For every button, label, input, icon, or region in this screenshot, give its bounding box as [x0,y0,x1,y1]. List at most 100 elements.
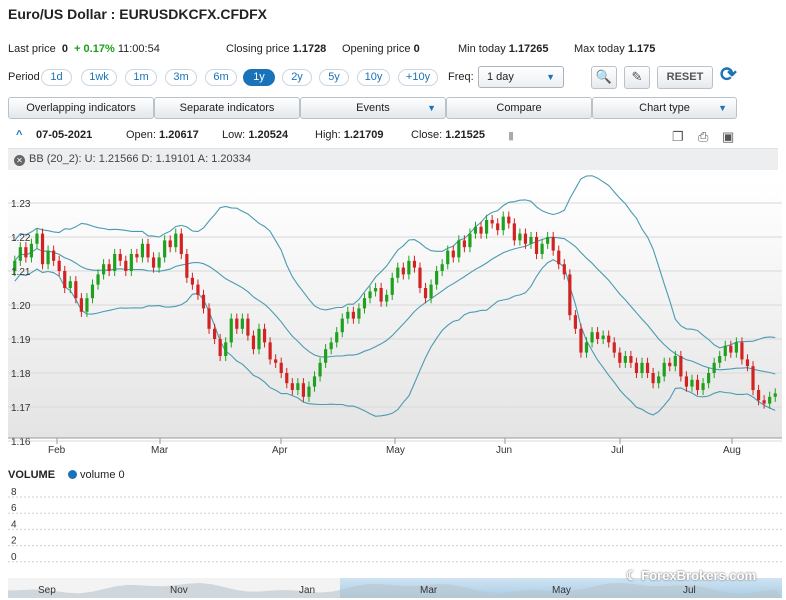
candle-body [285,373,289,384]
candle-body [518,233,522,241]
candle-body [429,284,433,299]
period-5y[interactable]: 5y [319,69,349,86]
candle-body [446,250,450,265]
period-6m[interactable]: 6m [205,69,237,86]
navigator-tick-label: Jan [299,585,315,596]
close-icon[interactable]: ✕ [14,155,25,166]
candle-body [13,260,17,271]
candle-body [645,362,650,373]
candle-body [296,383,300,390]
candle-body [534,237,539,254]
candle-body [118,254,122,261]
candle-body [251,335,256,350]
menu-label: Chart type [639,102,690,114]
draw-button[interactable]: ✎ [624,66,650,89]
closing-price: Closing price 1.1728 [226,43,327,55]
candle-body [373,288,378,292]
comment-icon[interactable]: ▮ [508,130,515,142]
candle-body [235,318,239,329]
candle-body [101,264,106,275]
copy-icon[interactable]: ❐ [672,129,684,144]
candle-body [35,233,39,244]
menu-label: Compare [496,102,542,114]
candle-body [745,359,750,367]
candle-body [74,281,78,299]
candle-body [90,284,95,299]
candle-body [690,379,694,387]
volume-legend[interactable]: volume 0 [68,469,125,481]
candle-body [740,342,744,360]
y-tick-label: 1.17 [11,403,31,414]
legend-label: volume 0 [80,469,125,481]
collapse-chevron-icon[interactable]: ^ [16,129,23,141]
separate-indicators-button[interactable]: Separate indicators [154,97,300,119]
x-tick-label: Feb [48,445,66,456]
candle-body [240,318,244,329]
period-10y[interactable]: 10y [357,69,390,86]
page-title: Euro/US Dollar : EURUSDKCFX.CFDFX [8,6,268,22]
candle-body [679,356,683,377]
chart-type-dropdown[interactable]: Chart type ▼ [592,97,737,119]
candle-body [751,366,755,390]
candle-body [684,376,689,387]
candle-body [290,383,294,390]
candle-body [335,332,339,343]
freq-select[interactable]: 1 day ▼ [478,66,564,88]
period-10y-plus[interactable]: +10y [398,69,438,86]
volume-y-tick-label: 6 [11,503,17,514]
candle-body [440,264,444,271]
zoom-button[interactable]: 🔍 [591,66,617,89]
period-1d[interactable]: 1d [41,69,72,86]
freq-value: 1 day [487,71,514,83]
candle-body [479,226,483,234]
indicator-bar: ✕ BB (20_2): U: 1.21566 D: 1.19101 A: 1.2… [8,148,778,170]
candle-body [57,260,61,271]
min-today: Min today 1.17265 [458,43,549,55]
candle-body [734,342,738,353]
print-icon[interactable]: ⎙ [698,129,709,144]
zoom-icon: 🔍 [595,69,613,84]
save-icon[interactable]: ▣ [722,129,735,144]
opening-price: Opening price 0 [342,43,420,55]
period-1m[interactable]: 1m [125,69,157,86]
x-tick-label: Mar [151,445,169,456]
candle-body [229,318,233,343]
candle-body [523,233,528,244]
candle-body [601,335,605,339]
candle-body [701,383,705,390]
candle-body [762,400,766,404]
overlapping-indicators-button[interactable]: Overlapping indicators [8,97,154,119]
period-1y[interactable]: 1y [243,69,275,86]
period-2y[interactable]: 2y [282,69,312,86]
candle-body [657,376,661,384]
compare-button[interactable]: Compare [446,97,592,119]
candle-body [490,220,494,224]
candle-body [473,226,478,234]
candle-body [507,216,511,224]
candle-body [390,277,394,295]
candle-body [385,294,389,302]
reset-button[interactable]: RESET [657,66,713,89]
candle-body [629,356,633,363]
candle-body [113,254,117,271]
period-1wk[interactable]: 1wk [81,69,117,86]
candle-body [257,328,261,350]
candle-body [596,332,600,339]
candle-body [729,345,733,353]
max-today: Max today 1.175 [574,43,656,55]
y-tick-label: 1.19 [11,335,31,346]
candle-body [329,342,333,350]
y-tick-label: 1.21 [11,267,31,278]
candle-body [579,328,583,353]
quote-summary: Last price 0 + 0.17% 11:00:54 Closing pr… [8,43,778,57]
refresh-icon[interactable]: ⟳ [720,64,737,86]
period-3m[interactable]: 3m [165,69,197,86]
candle-body [573,315,577,329]
candle-body [351,311,355,319]
candle-body [695,379,700,390]
candle-body [52,250,56,261]
events-dropdown[interactable]: Events ▼ [300,97,446,119]
candle-body [46,250,50,265]
candle-body [68,281,72,288]
